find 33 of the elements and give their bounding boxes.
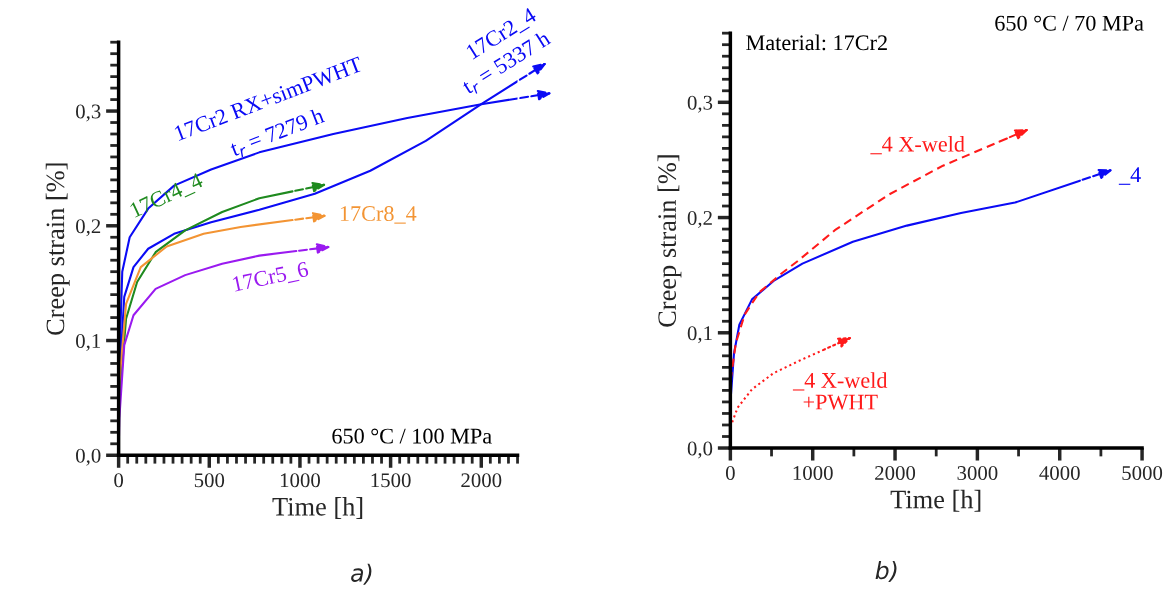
annotation: 650 °C / 100 MPa: [332, 428, 492, 444]
x-tick-label: 1000: [793, 465, 833, 481]
text: 650 °C / 70 MPa: [995, 15, 1144, 31]
y-axis-title: Creep strain [%]: [657, 155, 682, 327]
x-tick-label: 0: [114, 473, 124, 488]
y-tick-label: 0,2: [76, 219, 101, 237]
y-tick-label: 0,0: [687, 441, 713, 459]
text: a): [351, 563, 372, 585]
y-tick-label: 0,3: [687, 95, 713, 113]
y-tick-label: 0,1: [687, 326, 712, 344]
annotation: Material: 17Cr2: [746, 34, 887, 51]
y-tick-label: 0,1: [76, 333, 101, 351]
x-tick-label: 0: [725, 465, 735, 481]
x-tick-label: 2000: [875, 465, 916, 481]
x-axis-title: Time [h]: [272, 497, 363, 519]
x-tick-label: 2000: [461, 473, 502, 488]
x-axis-title: Time [h]: [890, 489, 981, 512]
y-tick-label: 0,0: [76, 448, 101, 466]
text: 17Cr5_6: [232, 261, 310, 295]
x-tick-label: 3000: [957, 465, 998, 481]
x-tick-label: 4000: [1039, 465, 1080, 481]
series-label: _4 X-weld: [870, 136, 965, 155]
series-label: _4 X-weld +PWHT: [792, 372, 888, 410]
legend-label: 17Cr8_4: [340, 206, 417, 224]
y-tick-label: 0,2: [687, 210, 712, 228]
text: b): [875, 561, 897, 583]
x-tick-label: 1000: [280, 473, 320, 488]
legend-label: _4: [1118, 167, 1141, 185]
x-tick-label: 5000: [1122, 465, 1163, 481]
x-tick-label: 500: [194, 473, 225, 488]
x-tick-label: 1500: [371, 473, 411, 488]
y-tick-label: 0,3: [76, 104, 101, 122]
y-axis-title: Creep strain [%]: [45, 163, 70, 335]
